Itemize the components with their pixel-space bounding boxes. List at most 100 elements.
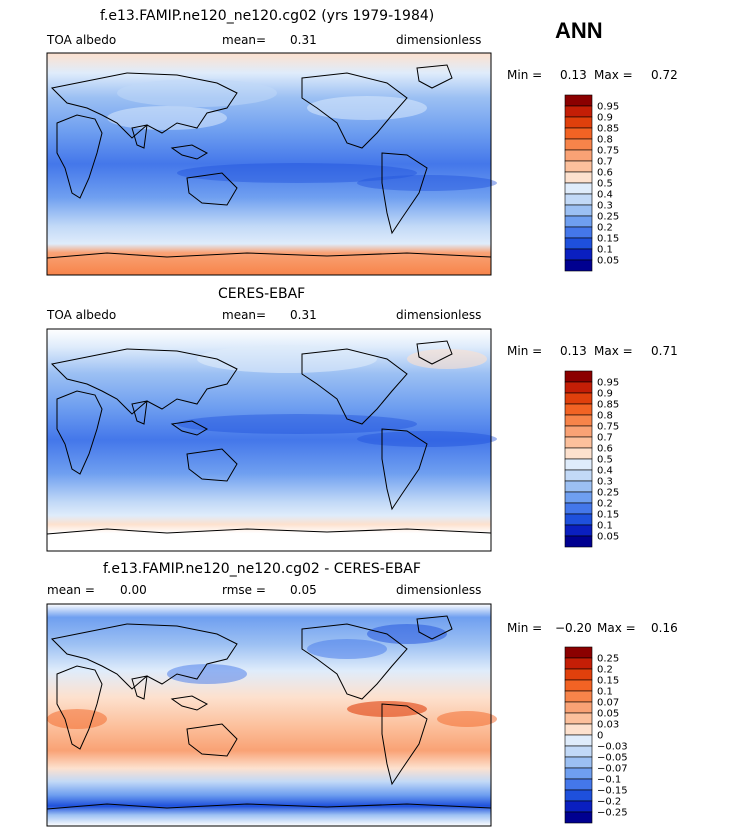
colorbar-swatch bbox=[564, 116, 593, 129]
colorbar-level-label: 0.5 bbox=[597, 455, 613, 466]
coastline bbox=[381, 703, 428, 786]
panel-3-mean-label: mean = bbox=[47, 583, 95, 597]
coastline bbox=[416, 340, 453, 365]
colorbar-swatch bbox=[564, 248, 593, 261]
colorbar-swatch bbox=[564, 723, 593, 736]
colorbar-swatch bbox=[564, 414, 593, 427]
colorbar-level-label: −0.25 bbox=[597, 808, 628, 819]
panel-1-mean-label: mean= bbox=[222, 33, 267, 47]
colorbar-swatch bbox=[564, 182, 593, 195]
panel-2-title: CERES-EBAF bbox=[218, 286, 306, 302]
colorbar-level-label: 0.75 bbox=[597, 146, 619, 157]
colorbar-level-label: 0.2 bbox=[597, 223, 613, 234]
colorbar-swatch bbox=[564, 149, 593, 162]
panel-1-map bbox=[46, 52, 497, 276]
colorbar-level-label: 0.7 bbox=[597, 433, 613, 444]
coastline bbox=[50, 72, 238, 139]
panel-1-max-label: Max = bbox=[594, 68, 633, 82]
panel-2-colorbar: 0.950.90.850.80.750.70.60.50.40.30.250.2… bbox=[564, 370, 619, 548]
colorbar-level-label: 0.95 bbox=[597, 102, 619, 113]
panel-3-min-label: Min = bbox=[507, 621, 543, 635]
colorbar-level-label: −0.15 bbox=[597, 786, 628, 797]
colorbar-level-label: −0.05 bbox=[597, 753, 628, 764]
coastline bbox=[50, 623, 238, 690]
colorbar-swatch bbox=[564, 94, 593, 107]
colorbar-swatch bbox=[564, 690, 593, 703]
colorbar-level-label: 0.3 bbox=[597, 477, 613, 488]
panel-3-max-value: 0.16 bbox=[651, 621, 678, 635]
colorbar-level-label: 0.25 bbox=[597, 212, 619, 223]
panel-2-units: dimensionless bbox=[396, 308, 482, 322]
panel-2-map bbox=[46, 328, 497, 552]
panel-2-min-label: Min = bbox=[507, 344, 543, 358]
colorbar-swatch bbox=[564, 204, 593, 217]
colorbar-level-label: 0.6 bbox=[597, 444, 613, 455]
coastline bbox=[301, 72, 408, 149]
coastline bbox=[186, 172, 238, 206]
panel-1-mean-value: 0.31 bbox=[290, 33, 317, 47]
panel-1-colorbar: 0.950.90.850.80.750.70.60.50.40.30.250.2… bbox=[564, 94, 619, 272]
colorbar-level-label: 0.85 bbox=[597, 124, 619, 135]
colorbar-swatch bbox=[564, 679, 593, 692]
colorbar-swatch bbox=[564, 513, 593, 526]
colorbar-level-label: 0.05 bbox=[597, 256, 619, 267]
coastline bbox=[170, 695, 209, 711]
colorbar-swatch bbox=[564, 800, 593, 813]
colorbar-swatch bbox=[564, 259, 593, 272]
colorbar-swatch bbox=[564, 458, 593, 471]
colorbar-swatch bbox=[564, 403, 593, 416]
colorbar-level-label: 0.1 bbox=[597, 521, 613, 532]
colorbar-level-label: −0.03 bbox=[597, 742, 628, 753]
panel-2-coastlines bbox=[46, 340, 492, 535]
colorbar-level-label: 0.07 bbox=[597, 698, 619, 709]
coastline bbox=[186, 448, 238, 482]
panel-3-units: dimensionless bbox=[396, 583, 482, 597]
colorbar-level-label: 0.4 bbox=[597, 190, 613, 201]
colorbar-swatch bbox=[564, 712, 593, 725]
coastline bbox=[131, 400, 148, 425]
colorbar-level-label: 0.8 bbox=[597, 411, 613, 422]
colorbar-swatch bbox=[564, 370, 593, 383]
coastline bbox=[170, 420, 209, 436]
colorbar-level-label: −0.2 bbox=[597, 797, 621, 808]
panel-2-max-value: 0.71 bbox=[651, 344, 678, 358]
colorbar-level-label: 0.4 bbox=[597, 466, 613, 477]
colorbar-swatch bbox=[564, 502, 593, 515]
panel-1-units: dimensionless bbox=[396, 33, 482, 47]
colorbar-level-label: 0 bbox=[597, 731, 603, 742]
panel-1-cloud-bands bbox=[107, 79, 497, 191]
colorbar-swatch bbox=[564, 668, 593, 681]
panel-3-anomaly-blobs bbox=[47, 624, 497, 729]
colorbar-swatch bbox=[564, 193, 593, 206]
coastline bbox=[56, 390, 103, 475]
colorbar-level-label: 0.25 bbox=[597, 488, 619, 499]
panel-3-rmse-value: 0.05 bbox=[290, 583, 317, 597]
colorbar-level-label: −0.1 bbox=[597, 775, 621, 786]
colorbar-level-label: 0.75 bbox=[597, 422, 619, 433]
panel-3-title: f.e13.FAMIP.ne120_ne120.cg02 - CERES-EBA… bbox=[103, 561, 421, 577]
panel-1-min-value: 0.13 bbox=[560, 68, 587, 82]
colorbar-level-label: 0.03 bbox=[597, 720, 619, 731]
coastline bbox=[301, 623, 408, 700]
coastline bbox=[170, 144, 209, 160]
panel-2-min-value: 0.13 bbox=[560, 344, 587, 358]
colorbar-swatch bbox=[564, 105, 593, 118]
colorbar-swatch bbox=[564, 811, 593, 824]
colorbar-level-label: 0.1 bbox=[597, 245, 613, 256]
colorbar-swatch bbox=[564, 215, 593, 228]
coastline bbox=[46, 252, 492, 259]
panel-3-map bbox=[46, 603, 497, 827]
colorbar-level-label: 0.5 bbox=[597, 179, 613, 190]
colorbar-swatch bbox=[564, 491, 593, 504]
coastline bbox=[381, 152, 428, 235]
coastline bbox=[131, 675, 148, 700]
panel-1-coastlines bbox=[46, 64, 492, 259]
colorbar-swatch bbox=[564, 745, 593, 758]
colorbar-level-label: 0.15 bbox=[597, 676, 619, 687]
colorbar-swatch bbox=[564, 646, 593, 659]
colorbar-swatch bbox=[564, 237, 593, 250]
colorbar-level-label: 0.8 bbox=[597, 135, 613, 146]
panel-3-max-label: Max = bbox=[597, 621, 636, 635]
panel-1-max-value: 0.72 bbox=[651, 68, 678, 82]
panel-1-min-label: Min = bbox=[507, 68, 543, 82]
